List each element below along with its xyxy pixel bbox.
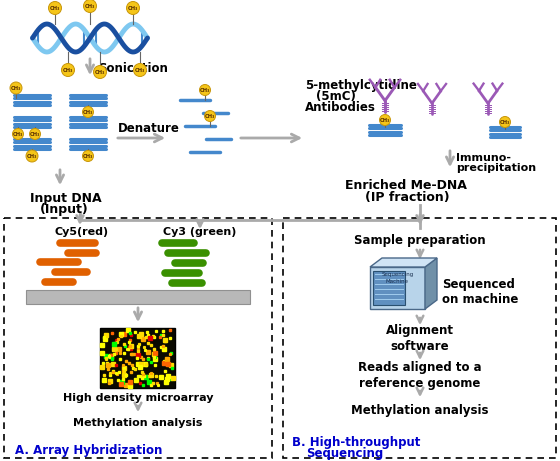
Text: precipitation: precipitation bbox=[456, 163, 536, 173]
Text: B. High-throughput: B. High-throughput bbox=[292, 436, 421, 449]
Polygon shape bbox=[370, 258, 437, 267]
Circle shape bbox=[82, 150, 94, 161]
Text: CH₃: CH₃ bbox=[30, 132, 40, 137]
Text: Sequencing: Sequencing bbox=[381, 272, 414, 277]
Text: Cy3 (green): Cy3 (green) bbox=[164, 227, 237, 237]
Circle shape bbox=[127, 1, 139, 14]
Circle shape bbox=[83, 0, 96, 12]
FancyBboxPatch shape bbox=[370, 267, 425, 309]
Circle shape bbox=[62, 64, 74, 77]
Circle shape bbox=[204, 111, 216, 122]
Circle shape bbox=[133, 64, 147, 77]
Text: High density microarray: High density microarray bbox=[63, 393, 213, 403]
Text: CH₃: CH₃ bbox=[50, 6, 60, 11]
Text: Antibodies: Antibodies bbox=[305, 100, 376, 113]
Text: Sequenced
on machine: Sequenced on machine bbox=[442, 278, 519, 306]
Text: Machine: Machine bbox=[386, 279, 409, 284]
Text: (5mC): (5mC) bbox=[316, 89, 356, 102]
Text: (Input): (Input) bbox=[40, 202, 88, 215]
Text: CH₃: CH₃ bbox=[85, 4, 95, 9]
Text: 5-methylcytidine: 5-methylcytidine bbox=[305, 78, 417, 91]
Text: Reads aligned to a
reference genome: Reads aligned to a reference genome bbox=[358, 361, 482, 390]
Text: CH₃: CH₃ bbox=[11, 86, 21, 91]
Text: Methylation analysis: Methylation analysis bbox=[73, 418, 203, 428]
Text: Cy5(red): Cy5(red) bbox=[55, 227, 109, 237]
Circle shape bbox=[30, 129, 40, 140]
Text: Methylation analysis: Methylation analysis bbox=[351, 403, 489, 416]
Text: Input DNA: Input DNA bbox=[30, 191, 101, 205]
Text: CH₃: CH₃ bbox=[128, 6, 138, 11]
Polygon shape bbox=[425, 258, 437, 309]
Circle shape bbox=[49, 1, 62, 14]
Text: Sample preparation: Sample preparation bbox=[354, 234, 486, 247]
Circle shape bbox=[82, 106, 94, 118]
Circle shape bbox=[94, 65, 106, 78]
Text: (IP fraction): (IP fraction) bbox=[365, 190, 450, 203]
Text: Sonication: Sonication bbox=[98, 61, 168, 75]
Text: CH₃: CH₃ bbox=[83, 154, 93, 159]
Circle shape bbox=[199, 84, 211, 95]
Text: CH₃: CH₃ bbox=[500, 120, 510, 125]
Text: CH₃: CH₃ bbox=[13, 132, 23, 137]
Circle shape bbox=[380, 114, 390, 125]
Text: CH₃: CH₃ bbox=[135, 68, 145, 73]
Text: A. Array Hybridization: A. Array Hybridization bbox=[15, 443, 162, 456]
Circle shape bbox=[500, 117, 511, 128]
Circle shape bbox=[12, 129, 24, 140]
FancyBboxPatch shape bbox=[26, 290, 250, 304]
FancyBboxPatch shape bbox=[100, 328, 175, 388]
Text: CH₃: CH₃ bbox=[83, 110, 93, 115]
Text: CH₃: CH₃ bbox=[380, 118, 390, 123]
Text: CH₃: CH₃ bbox=[27, 154, 37, 159]
Text: CH₃: CH₃ bbox=[63, 68, 73, 73]
Text: Immuno-: Immuno- bbox=[456, 153, 511, 163]
FancyBboxPatch shape bbox=[373, 271, 405, 305]
Text: Denature: Denature bbox=[118, 122, 180, 135]
Circle shape bbox=[26, 150, 38, 162]
Text: Alignment
software: Alignment software bbox=[386, 324, 454, 353]
Text: Sequencing: Sequencing bbox=[306, 447, 383, 460]
Text: CH₃: CH₃ bbox=[95, 70, 105, 75]
Text: Enriched Me-DNA: Enriched Me-DNA bbox=[345, 178, 467, 191]
Text: CH₃: CH₃ bbox=[200, 88, 210, 93]
Text: CH₃: CH₃ bbox=[205, 114, 215, 119]
Circle shape bbox=[10, 82, 22, 94]
